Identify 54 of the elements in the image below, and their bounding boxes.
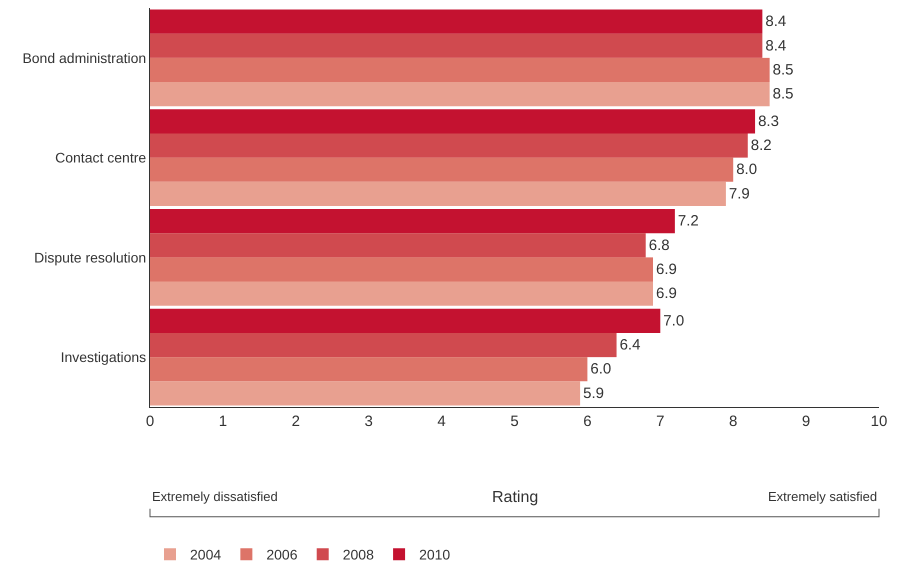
bar — [150, 182, 726, 206]
bar — [150, 308, 660, 333]
bar — [150, 10, 762, 34]
legend-label: 2004 — [190, 546, 222, 563]
data-label: 8.5 — [772, 61, 794, 78]
bar — [150, 381, 580, 406]
bar — [150, 82, 770, 106]
data-label: 8.3 — [758, 112, 779, 130]
x-tick-label: 1 — [218, 413, 228, 430]
legend-label: 2006 — [266, 546, 298, 563]
x-axis-title: Rating — [492, 489, 538, 506]
y-tick-label: Bond administration — [22, 50, 146, 66]
data-label: 6.8 — [648, 236, 670, 254]
x-tick-label: 10 — [870, 413, 888, 430]
bar — [150, 332, 617, 358]
x-tick-label: 0 — [146, 413, 154, 430]
text: Extremely dissatisfied — [152, 489, 278, 504]
y-tick-label: Contact centre — [55, 150, 146, 166]
data-label: 7.2 — [678, 212, 699, 230]
x-tick-label: 5 — [510, 413, 519, 430]
y-tick-label: Investigations — [60, 349, 146, 366]
bar — [150, 158, 734, 182]
bar — [150, 233, 646, 258]
data-label: 8.5 — [772, 86, 794, 103]
data-label: 8.4 — [765, 13, 786, 30]
legend-label: 2010 — [419, 546, 450, 563]
data-label: 6.4 — [620, 336, 640, 354]
data-label: 5.9 — [583, 384, 604, 402]
x-tick-label: 8 — [729, 413, 738, 430]
bar — [150, 257, 654, 282]
data-label: 8.0 — [736, 161, 758, 178]
y-tick-label: Dispute resolution — [34, 249, 146, 266]
x-tick-label: 4 — [437, 413, 446, 430]
data-label: 7.9 — [728, 185, 750, 202]
bar — [150, 133, 748, 158]
text: Extremely satisfied — [768, 489, 878, 504]
data-label: 6.0 — [590, 360, 612, 378]
bar — [150, 282, 654, 306]
bar — [150, 58, 770, 82]
x-tick-label: 9 — [802, 413, 810, 430]
data-label: 8.2 — [750, 137, 772, 154]
data-label: 6.9 — [656, 260, 677, 278]
bar — [150, 34, 762, 58]
data-label: 7.0 — [663, 312, 684, 330]
x-tick-label: 2 — [292, 413, 300, 430]
x-tick-label: 6 — [583, 413, 592, 430]
bar — [150, 209, 675, 234]
legend-label: 2008 — [342, 546, 374, 563]
bar — [150, 109, 756, 134]
data-label: 6.9 — [656, 285, 677, 302]
x-tick-label: 3 — [364, 413, 373, 430]
bar — [150, 357, 588, 382]
x-tick-label: 7 — [656, 413, 664, 430]
data-label: 8.4 — [765, 37, 786, 54]
